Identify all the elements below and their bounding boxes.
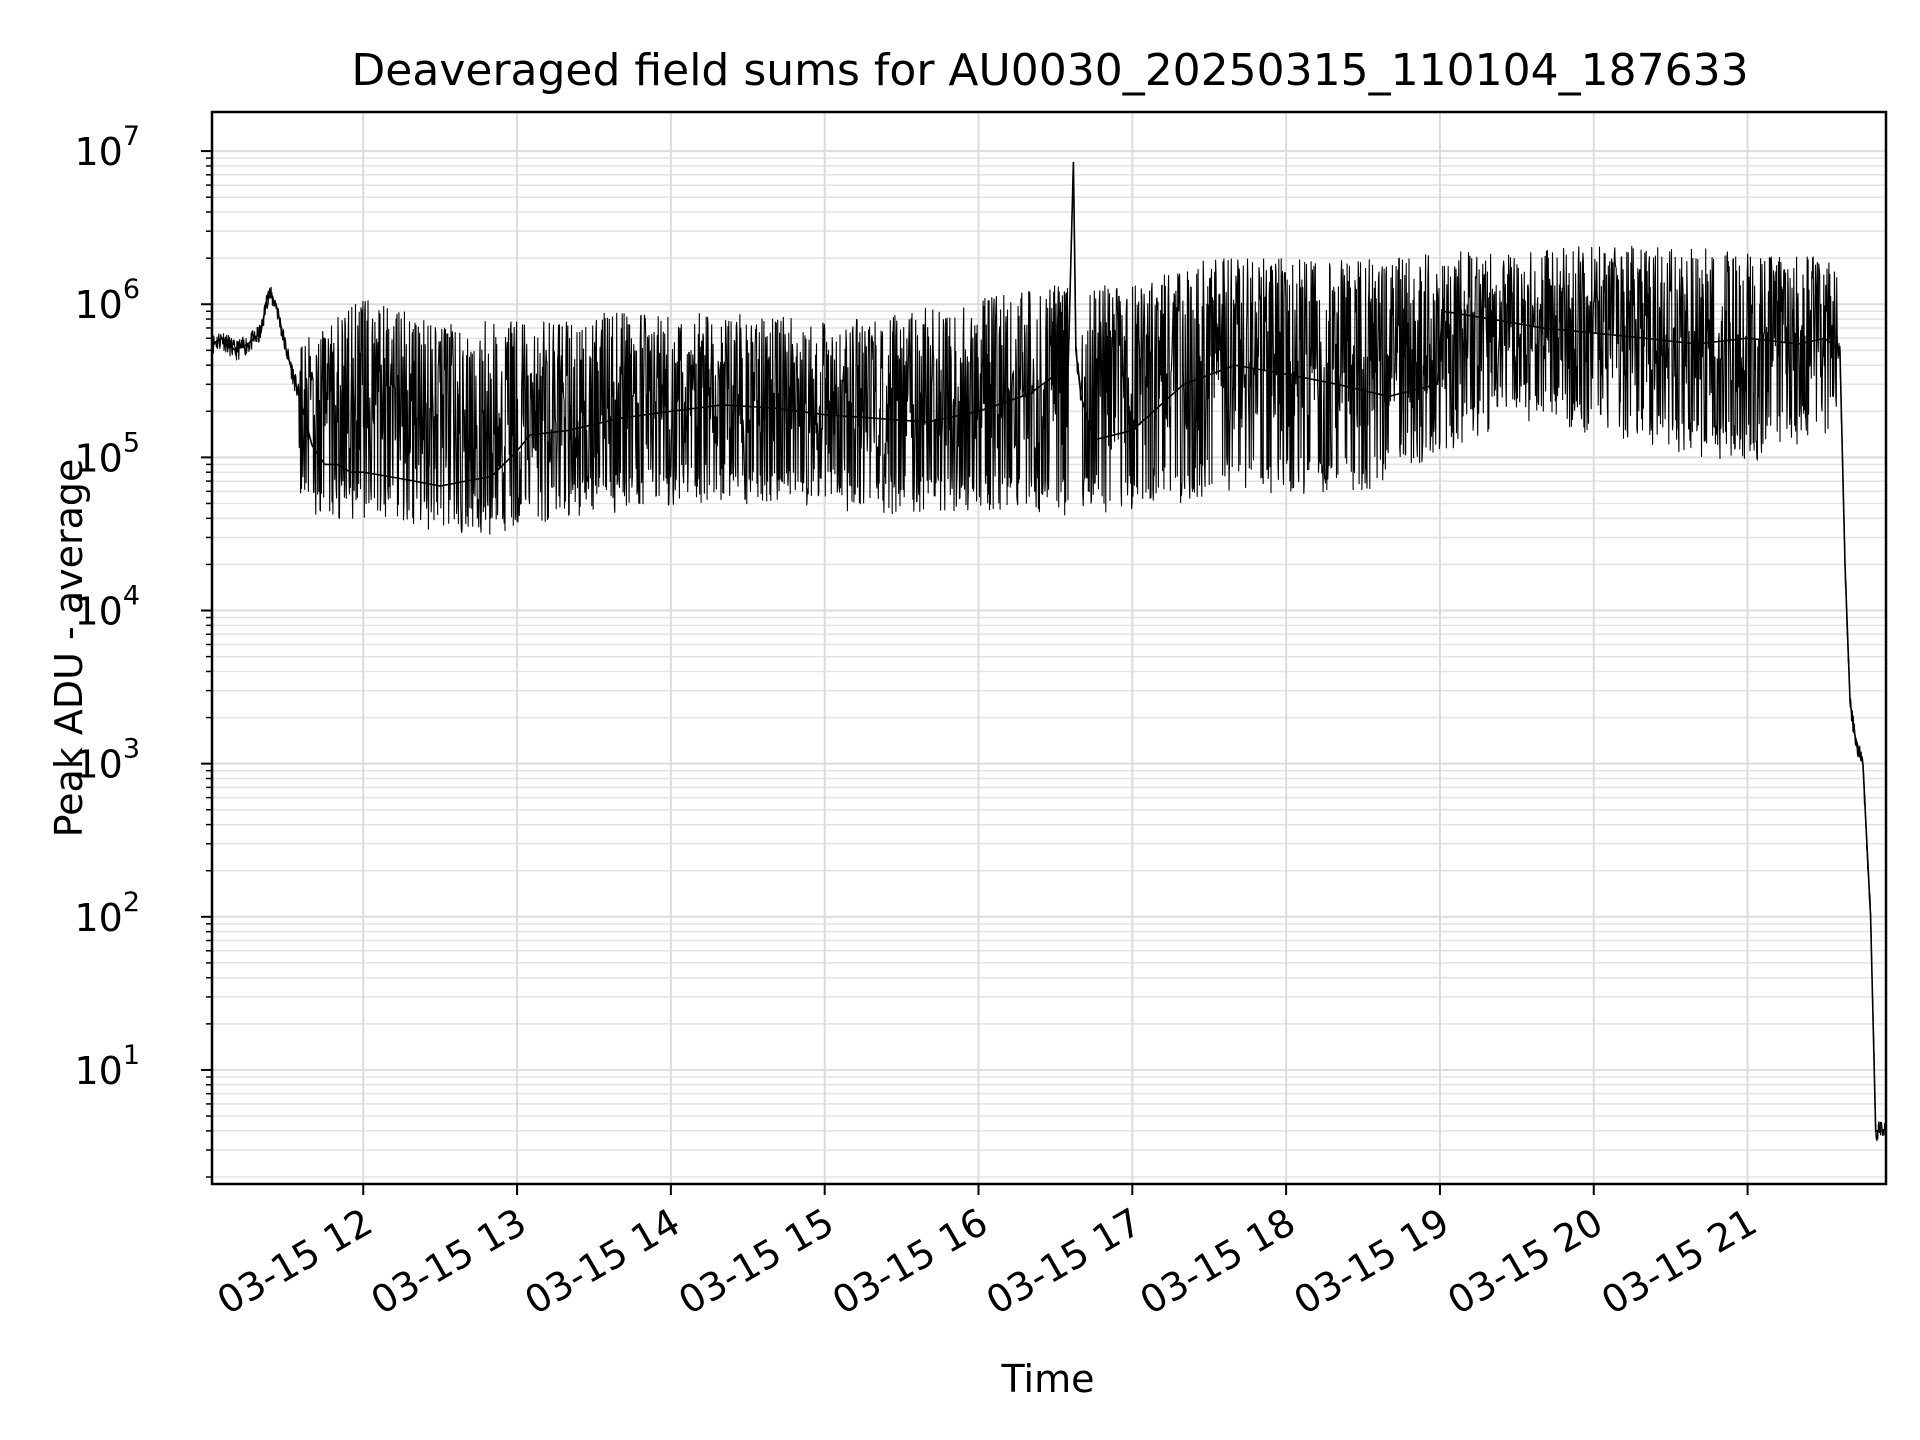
y-tick-exponent: 3 (123, 734, 140, 765)
y-tick-exponent: 2 (123, 887, 140, 918)
y-tick-label: 106 (74, 274, 140, 327)
grid-lines (212, 112, 1886, 1184)
y-tick-exponent: 1 (123, 1040, 140, 1071)
series-line (211, 173, 1887, 1142)
series-trend-line (211, 161, 1886, 1132)
chart-title: Deaveraged field sums for AU0030_2025031… (351, 45, 1748, 96)
y-tick-exponent: 7 (123, 121, 140, 152)
y-tick-exponent: 4 (123, 581, 140, 612)
y-tick-exponent: 6 (123, 274, 140, 305)
data-series (211, 161, 1887, 1142)
y-axis-label: Peak ADU - average (47, 459, 91, 838)
x-axis-label: Time (1001, 1357, 1095, 1401)
y-tick-exponent: 5 (123, 427, 140, 458)
plot-area-frame (210, 110, 1888, 1186)
